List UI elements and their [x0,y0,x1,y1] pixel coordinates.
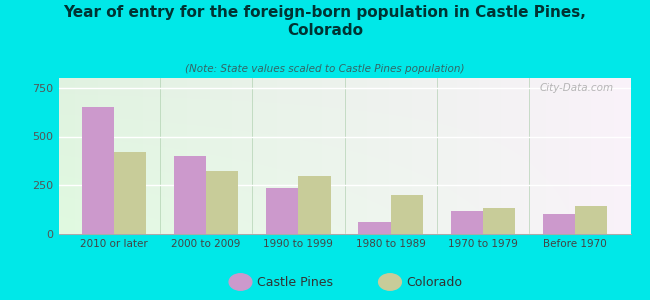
Text: (Note: State values scaled to Castle Pines population): (Note: State values scaled to Castle Pin… [185,64,465,74]
Text: Colorado: Colorado [406,275,462,289]
Bar [483,208,515,234]
Bar [450,211,483,234]
Bar [266,188,298,234]
Bar [298,176,331,234]
Bar [81,107,114,234]
Bar [391,195,423,234]
Text: Year of entry for the foreign-born population in Castle Pines,
Colorado: Year of entry for the foreign-born popul… [64,4,586,38]
Bar [174,156,206,234]
Bar [543,214,575,234]
Bar [575,206,608,234]
Bar [206,171,239,234]
Bar [358,222,391,234]
Text: City-Data.com: City-Data.com [540,83,614,93]
Text: Castle Pines: Castle Pines [257,275,333,289]
Bar [114,152,146,234]
